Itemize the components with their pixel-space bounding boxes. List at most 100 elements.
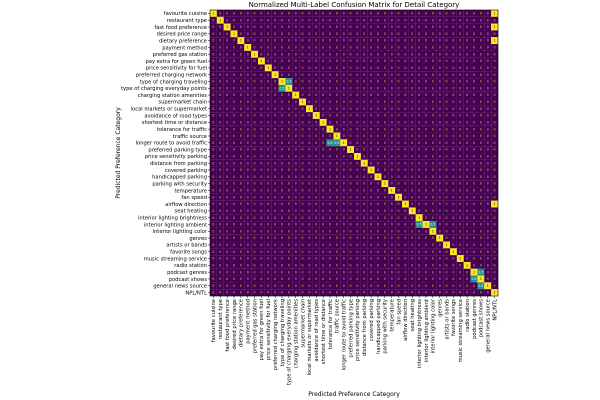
heatmap-cell <box>388 200 396 208</box>
heatmap-cell <box>367 132 375 140</box>
cell-value-label: 0 <box>274 189 276 193</box>
heatmap-cell <box>333 282 341 290</box>
heatmap-cell <box>299 37 307 45</box>
cell-value-label: 0 <box>302 25 304 29</box>
heatmap-cell <box>271 125 279 133</box>
cell-value-label: 0 <box>219 39 221 43</box>
cell-value-label: 0 <box>212 100 214 104</box>
heatmap-cell <box>223 50 231 58</box>
heatmap-cell <box>292 44 300 51</box>
cell-value-label: 0 <box>466 32 468 36</box>
cell-value-label: 1 <box>247 46 249 50</box>
heatmap-cell <box>367 71 375 79</box>
cell-value-label: 0 <box>274 209 276 213</box>
heatmap-cell <box>312 139 320 147</box>
cell-value-label: 0 <box>391 114 393 118</box>
heatmap-cell <box>299 221 307 228</box>
cell-value-label: 0 <box>336 257 338 261</box>
cell-value-label: 0 <box>363 59 365 63</box>
heatmap-cell <box>278 153 286 160</box>
cell-value-label: 0 <box>295 12 297 16</box>
heatmap-cell <box>374 57 382 65</box>
heatmap-cell <box>360 282 368 290</box>
cell-value-label: 0 <box>363 32 365 36</box>
cell-value-label: 0 <box>398 263 400 267</box>
cell-value-label: 0 <box>391 107 393 111</box>
heatmap-cell <box>429 84 437 92</box>
cell-value-label: 0 <box>302 46 304 50</box>
heatmap-cell <box>216 91 224 99</box>
cell-value-label: 0 <box>212 134 214 138</box>
heatmap-cell <box>312 78 320 85</box>
cell-value-label: 0 <box>322 134 324 138</box>
heatmap-cell <box>354 16 361 24</box>
heatmap-cell <box>244 241 252 249</box>
cell-value-label: 0 <box>480 127 482 131</box>
cell-value-label: 1 <box>425 223 427 227</box>
cell-value-label: 0 <box>459 277 461 281</box>
heatmap-cell <box>326 153 334 160</box>
cell-value-label: 0 <box>329 18 331 22</box>
cell-value-label: 0 <box>281 263 283 267</box>
x-tick-label: preferred gas station <box>252 299 258 353</box>
cell-value-label: 0 <box>411 257 413 261</box>
heatmap-cell <box>436 153 444 160</box>
cell-value-label: 0 <box>480 114 482 118</box>
heatmap-cell <box>285 248 293 256</box>
cell-value-label: 0 <box>418 161 420 165</box>
heatmap-cell <box>340 71 348 79</box>
heatmap-cell <box>381 91 389 99</box>
cell-value-label: 0 <box>343 39 345 43</box>
cell-value-label: 0 <box>459 182 461 186</box>
cell-value-label: 0 <box>329 216 331 220</box>
cell-value-label: 0 <box>240 284 242 288</box>
cell-value-label: 0 <box>446 93 448 97</box>
cell-value-label: 0 <box>377 195 379 199</box>
cell-value-label: 0 <box>411 175 413 179</box>
heatmap-cell <box>340 78 348 85</box>
cell-value-label: 0 <box>398 93 400 97</box>
heatmap-cell <box>388 71 396 79</box>
cell-value-label: 0 <box>219 134 221 138</box>
cell-value-label: 1 <box>226 25 228 29</box>
cell-value-label: 0 <box>302 86 304 90</box>
heatmap-cell <box>244 37 252 45</box>
heatmap-cell <box>271 159 279 167</box>
cell-value-label: 0 <box>404 73 406 77</box>
heatmap-cell <box>388 16 396 24</box>
heatmap-cell <box>463 50 471 58</box>
heatmap-cell <box>402 193 409 201</box>
heatmap-cell <box>450 248 457 256</box>
cell-value-label: 0 <box>254 155 256 159</box>
heatmap-cell <box>319 50 327 58</box>
cell-value-label: 0 <box>329 291 331 295</box>
cell-value-label: 0 <box>377 18 379 22</box>
cell-value-label: 0 <box>281 257 283 261</box>
heatmap-cell <box>230 50 238 58</box>
heatmap-cell <box>443 289 451 297</box>
cell-value-label: 0 <box>452 229 454 233</box>
cell-value-label: 0 <box>343 73 345 77</box>
cell-value-label: 0 <box>391 257 393 261</box>
heatmap-cell <box>484 84 492 92</box>
heatmap-cell <box>210 10 217 17</box>
heatmap-cell <box>244 214 252 222</box>
heatmap-cell <box>251 248 259 256</box>
heatmap-cell <box>230 16 238 24</box>
heatmap-cell <box>216 112 224 120</box>
cell-value-label: 0 <box>384 263 386 267</box>
cell-value-label: 0 <box>425 263 427 267</box>
cell-value-label: 1 <box>343 141 345 145</box>
heatmap-cell <box>340 261 348 269</box>
heatmap-cell <box>456 112 464 120</box>
heatmap-cell <box>347 241 355 249</box>
cell-value-label: 0 <box>329 161 331 165</box>
cell-value-label: 0 <box>452 66 454 70</box>
heatmap-cell <box>463 57 471 65</box>
heatmap-cell <box>230 255 238 263</box>
heatmap-cell <box>210 166 217 174</box>
cell-value-label: 0 <box>350 229 352 233</box>
cell-value-label: 0 <box>254 66 256 70</box>
heatmap-cell <box>470 282 478 290</box>
